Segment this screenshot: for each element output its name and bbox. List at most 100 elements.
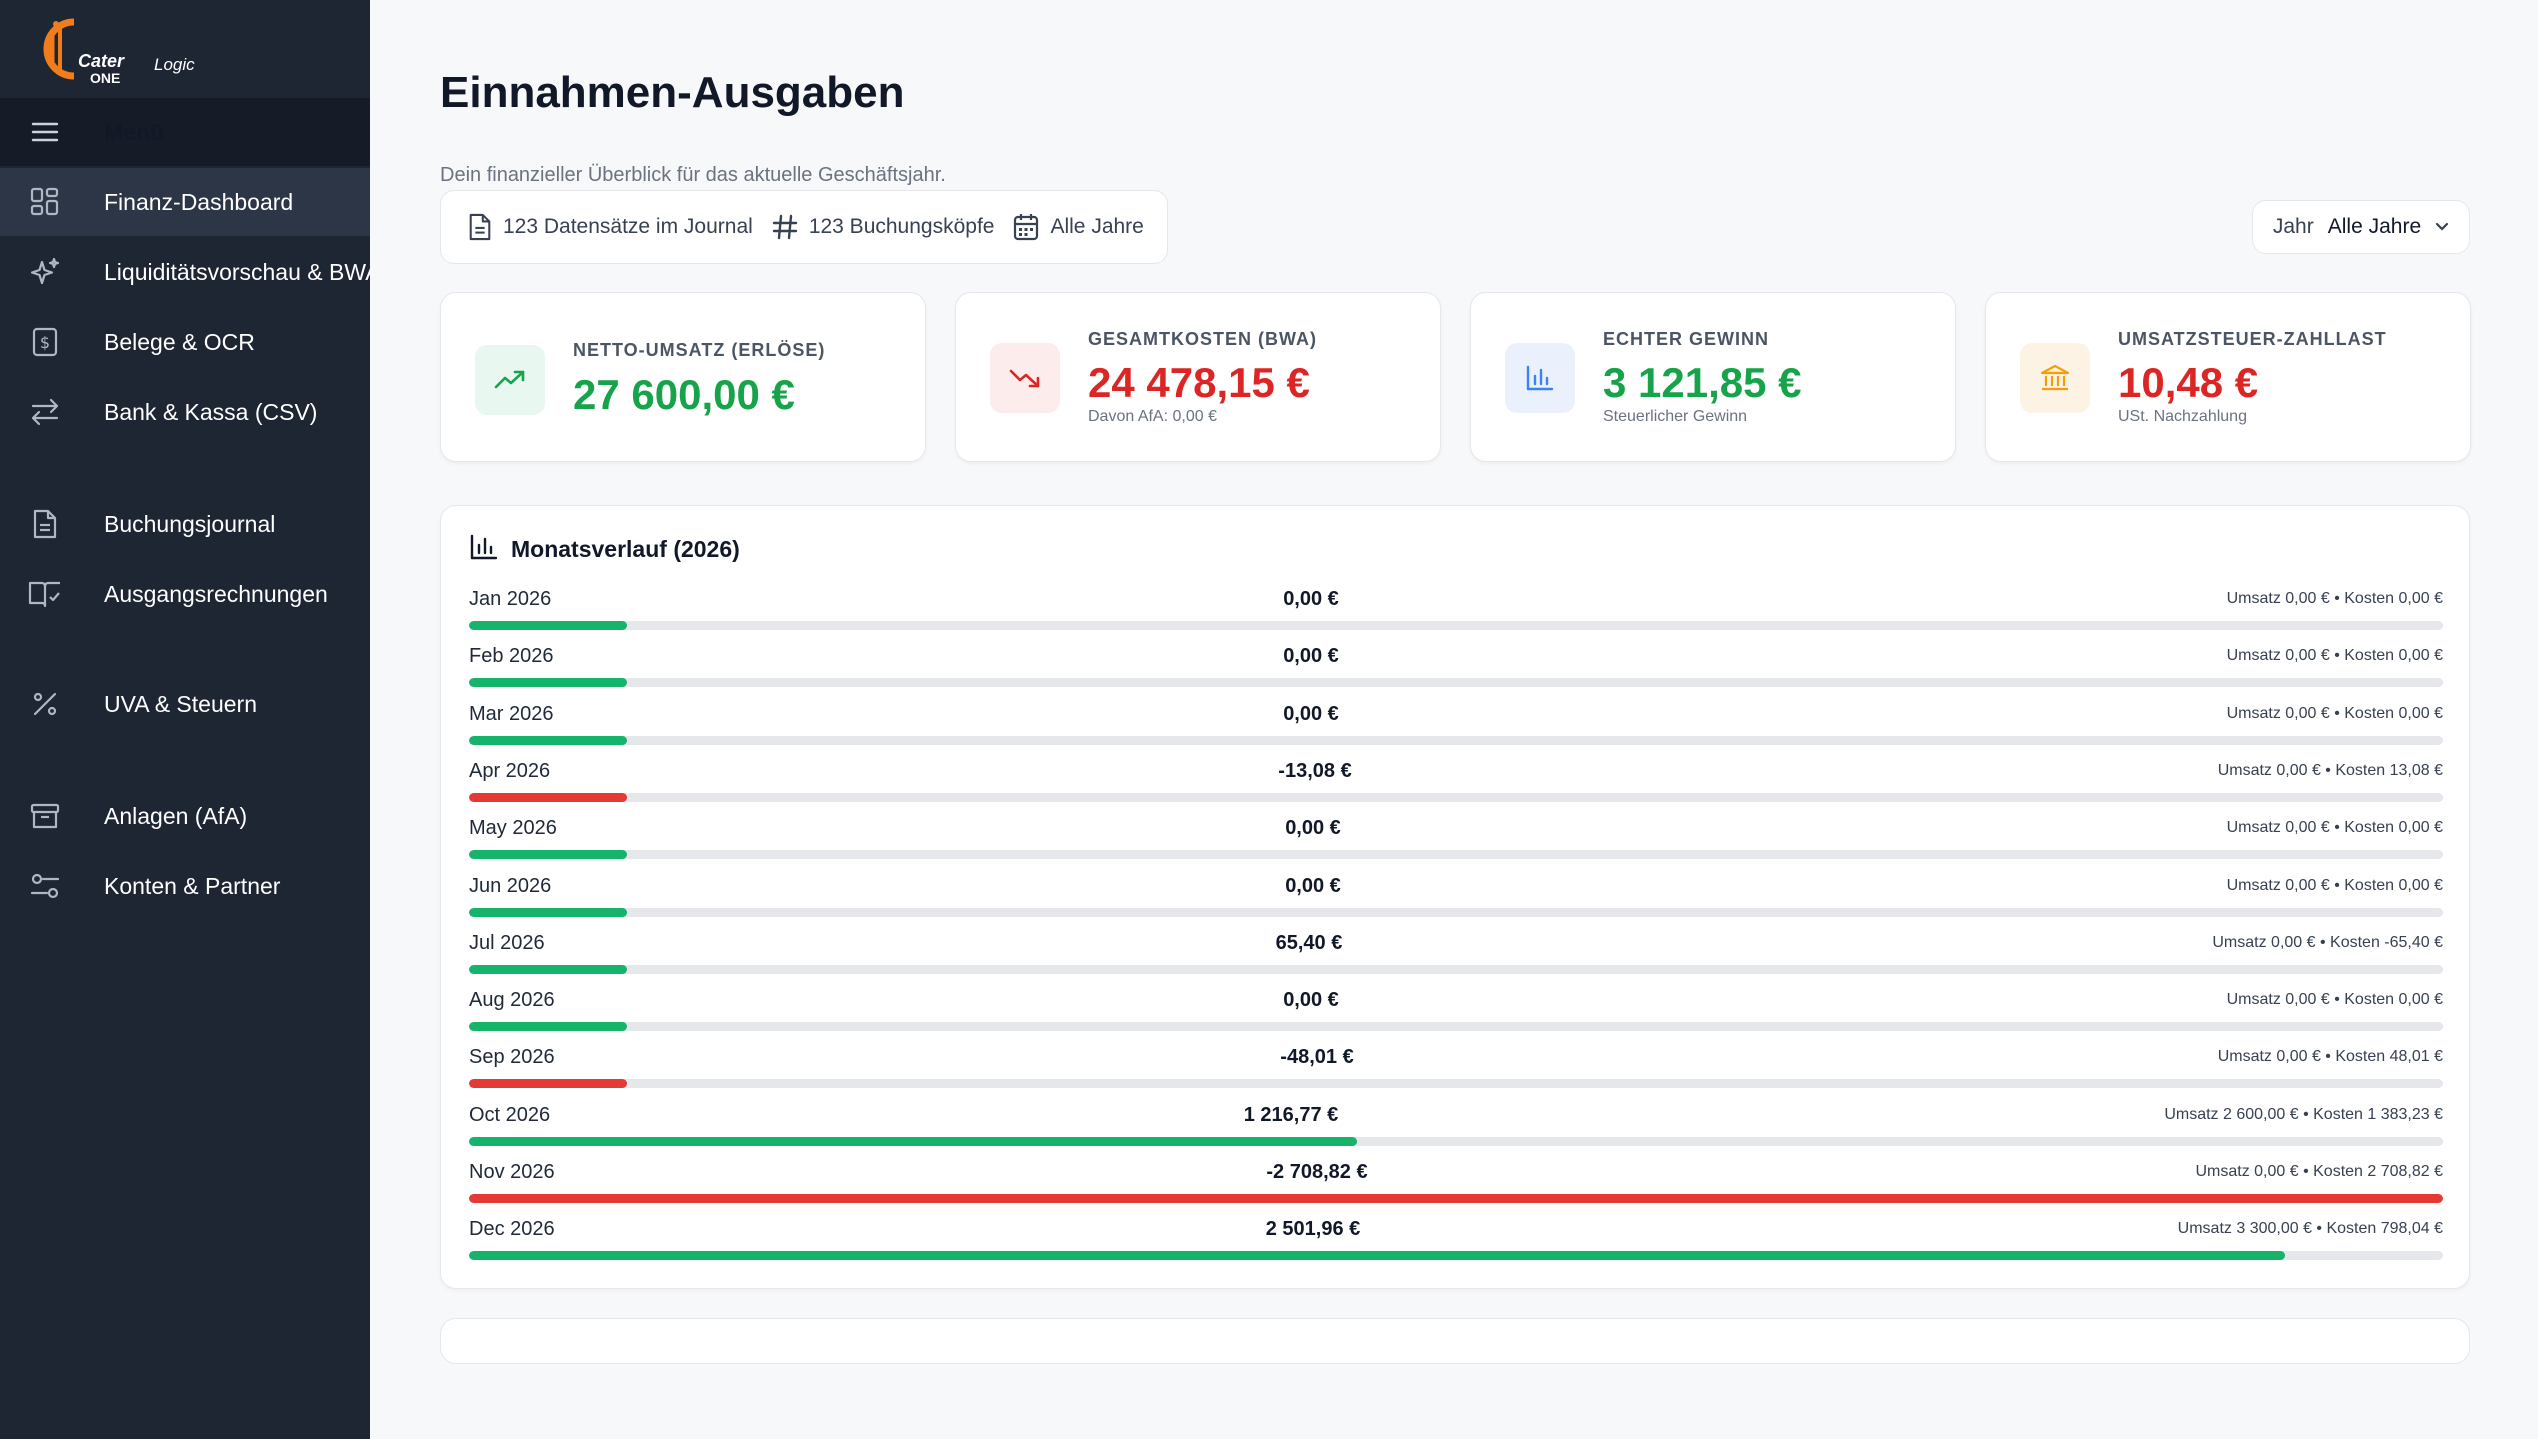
kpi-icon-box — [990, 343, 1060, 413]
sidebar-item-belege[interactable]: $ Belege & OCR — [0, 308, 370, 376]
trend-down-icon — [1009, 369, 1040, 388]
month-value: 2 501,96 € — [1265, 1218, 1361, 1241]
kpi-value: 24 478,15 € — [1088, 359, 1310, 406]
month-detail: Umsatz 2 600,00 € • Kosten 1 383,23 € — [2164, 1105, 2443, 1123]
app-logo[interactable]: Cater Logic ONE — [34, 14, 195, 90]
month-row: Apr 2026 -13,08 € Umsatz 0,00 € • Kosten 1… — [469, 760, 2443, 817]
month-progress-track — [469, 735, 2443, 745]
meta-years: Alle Jahre — [1012, 212, 1144, 242]
sidebar-item-label: Belege & OCR — [104, 328, 255, 355]
grid-icon — [28, 185, 62, 219]
sidebar-item-label: Anlagen (AfA) — [104, 802, 248, 829]
sliders-icon — [28, 869, 62, 903]
trend-up-icon — [494, 370, 525, 389]
arrows-icon — [28, 395, 62, 429]
month-progress-fill — [469, 1022, 627, 1032]
kpi-value: 10,48 € — [2118, 359, 2259, 406]
month-progress-track — [469, 621, 2443, 630]
sidebar-item-label: Buchungsjournal — [104, 510, 276, 537]
kpi-sub: USt. Nachzahlung — [2118, 408, 2247, 425]
month-progress-fill — [469, 678, 627, 688]
meta-heads: 123 Buchungsköpfe — [771, 213, 995, 241]
month-detail: Umsatz 0,00 € • Kosten 2 708,82 € — [2195, 1163, 2443, 1180]
kpi-label: ECHTER GEWINN — [1603, 329, 1769, 349]
year-select[interactable]: Jahr Alle Jahre — [2252, 200, 2470, 254]
month-row: Sep 2026 -48,01 € Umsatz 0,00 € • Kosten 4… — [469, 1046, 2443, 1103]
percent-icon — [28, 687, 62, 721]
sidebar-item-konten-partner[interactable]: Konten & Partner — [0, 852, 370, 920]
kpi-icon-box — [2020, 343, 2090, 413]
month-value: 65,40 € — [1275, 931, 1343, 954]
menu-label: Menü — [104, 118, 165, 145]
month-label: Oct 2026 — [469, 1103, 551, 1126]
kpi-label: UMSATZSTEUER-ZAHLLAST — [2118, 329, 2387, 349]
month-label: Feb 2026 — [469, 645, 554, 668]
month-detail: Umsatz 0,00 € • Kosten 0,00 € — [2226, 876, 2443, 894]
month-label: Jul 2026 — [469, 931, 545, 954]
sidebar-item-label: Liquiditätsvorschau & BWA — [104, 258, 370, 285]
book-icon — [28, 577, 62, 611]
month-progress-fill — [469, 1079, 627, 1089]
month-value: 0,00 € — [1283, 702, 1339, 725]
month-value: 0,00 € — [1283, 645, 1339, 668]
kpi-label: NETTO-UMSATZ (ERLÖSE) — [573, 340, 826, 360]
sidebar-item-uva-steuern[interactable]: UVA & Steuern — [0, 670, 370, 738]
kpi-icon-box — [1505, 343, 1575, 413]
month-label: Apr 2026 — [469, 759, 551, 782]
month-progress-track — [469, 850, 2443, 860]
kpi-value: 27 600,00 € — [573, 371, 795, 418]
sidebar-item-anlagen[interactable]: Anlagen (AfA) — [0, 782, 370, 850]
month-value: 0,00 € — [1285, 874, 1341, 897]
month-label: Jun 2026 — [469, 874, 552, 897]
sidebar-item-label: Finanz-Dashboard — [104, 188, 294, 215]
document-icon — [28, 507, 62, 541]
kpi-sub: Davon AfA: 0,00 € — [1088, 408, 1217, 425]
sidebar-item-finanz-dashboard[interactable]: Finanz-Dashboard — [0, 168, 370, 236]
journal-meta: 123 Datensätze im Journal 123 Buchungskö… — [440, 190, 1168, 264]
sidebar-item-bank-kassa[interactable]: Bank & Kassa (CSV) — [0, 378, 370, 446]
kpi-gesamtkosten: GESAMTKOSTEN (BWA) 24 478,15 € Davon AfA… — [955, 292, 1441, 462]
meta-records-text: 123 Datensätze im Journal — [503, 215, 753, 238]
month-label: May 2026 — [469, 817, 557, 840]
sidebar-item-label: Bank & Kassa (CSV) — [104, 398, 318, 425]
logo-text-cater: Cater — [78, 51, 125, 71]
hamburger-icon — [28, 115, 62, 149]
month-detail: Umsatz 0,00 € • Kosten -65,40 € — [2212, 933, 2443, 951]
meta-years-text: Alle Jahre — [1050, 215, 1144, 238]
month-progress-fill — [469, 1251, 2286, 1261]
month-value: -2 708,82 € — [1266, 1161, 1368, 1183]
sidebar-item-buchungsjournal[interactable]: Buchungsjournal — [0, 490, 370, 558]
kpi-netto-umsatz: NETTO-UMSATZ (ERLÖSE) 27 600,00 € — [440, 292, 926, 462]
bottom-panel — [440, 1318, 2470, 1364]
month-detail: Umsatz 0,00 € • Kosten 0,00 € — [2226, 590, 2443, 607]
logo-text-one: ONE — [90, 70, 121, 86]
month-detail: Umsatz 0,00 € • Kosten 48,01 € — [2217, 1048, 2443, 1066]
meta-records: 123 Datensätze im Journal — [467, 212, 753, 242]
sidebar-item-liquiditaet[interactable]: Liquiditätsvorschau & BWA — [0, 238, 370, 306]
logo-text-logic: Logic — [154, 55, 195, 74]
kpi-sub: Steuerlicher Gewinn — [1603, 408, 1748, 425]
calendar-icon — [1014, 214, 1039, 241]
month-progress-track — [469, 1079, 2443, 1089]
monthly-panel: Monatsverlauf (2026) Jan 2026 0,00 € Umsat… — [440, 505, 2470, 1289]
bar-chart-icon — [469, 533, 499, 566]
sidebar-item-ausgangsrechnungen[interactable]: Ausgangsrechnungen — [0, 560, 370, 628]
hash-icon — [772, 214, 798, 240]
month-progress-track — [469, 964, 2443, 974]
month-progress-fill — [469, 1194, 2443, 1203]
menu-toggle[interactable]: Menü — [0, 98, 370, 166]
month-detail: Umsatz 0,00 € • Kosten 13,08 € — [2217, 761, 2443, 779]
month-value: -48,01 € — [1280, 1046, 1354, 1069]
sidebar-item-label: Ausgangsrechnungen — [104, 580, 328, 607]
month-progress-track — [469, 1194, 2443, 1203]
logo-mark-icon — [43, 18, 75, 80]
month-detail: Umsatz 0,00 € • Kosten 0,00 € — [2226, 704, 2443, 722]
month-label: Sep 2026 — [469, 1046, 555, 1069]
month-label: Aug 2026 — [469, 989, 555, 1012]
month-progress-track — [469, 1251, 2443, 1261]
meta-heads-text: 123 Buchungsköpfe — [808, 215, 995, 238]
month-value: 1 216,77 € — [1243, 1103, 1339, 1126]
month-value: 0,00 € — [1283, 588, 1339, 610]
year-select-value: Alle Jahre — [2327, 215, 2422, 238]
month-label: Nov 2026 — [469, 1161, 555, 1183]
